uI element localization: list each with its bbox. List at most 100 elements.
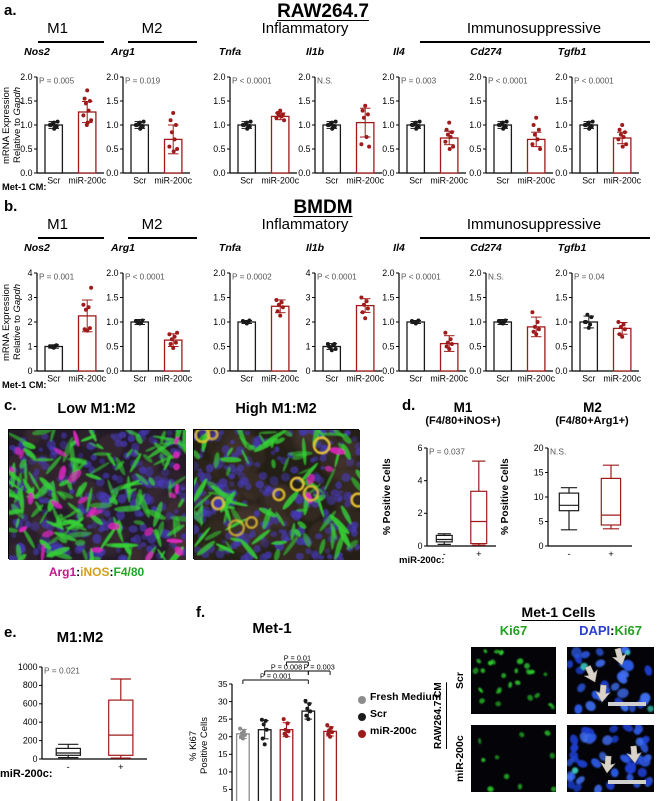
svg-text:15: 15 (534, 467, 544, 477)
svg-text:3: 3 (306, 292, 311, 302)
svg-text:2.0: 2.0 (382, 268, 394, 278)
svg-text:Scr: Scr (47, 176, 60, 186)
svg-text:0: 0 (418, 541, 423, 551)
svg-text:0.5: 0.5 (106, 341, 118, 351)
svg-text:miR-200c: miR-200c (154, 374, 192, 384)
svg-text:N.S.: N.S. (550, 447, 566, 457)
svg-text:1.0: 1.0 (106, 120, 118, 130)
svg-text:-: - (67, 762, 70, 772)
svg-text:P < 0.0001: P < 0.0001 (401, 273, 441, 282)
svg-text:20: 20 (218, 732, 228, 742)
svg-text:0.0: 0.0 (213, 168, 225, 178)
svg-text:P < 0.0001: P < 0.0001 (125, 273, 165, 282)
svg-text:1: 1 (306, 341, 311, 351)
svg-text:Scr: Scr (325, 374, 338, 384)
svg-text:2: 2 (306, 317, 311, 327)
svg-text:+: + (476, 549, 481, 559)
svg-text:1.5: 1.5 (382, 96, 394, 106)
svg-text:Scr: Scr (133, 176, 146, 186)
svg-text:Scr: Scr (409, 176, 422, 186)
svg-text:1.0: 1.0 (469, 317, 481, 327)
svg-text:P = 0.0002: P = 0.0002 (232, 273, 272, 282)
svg-text:Scr: Scr (240, 176, 253, 186)
svg-text:2.0: 2.0 (213, 72, 225, 82)
svg-text:0.0: 0.0 (555, 366, 567, 376)
svg-text:P = 0.01: P = 0.01 (284, 654, 311, 663)
svg-text:0.5: 0.5 (106, 144, 118, 154)
svg-text:400: 400 (23, 717, 38, 727)
svg-text:3: 3 (28, 292, 33, 302)
svg-text:25: 25 (218, 714, 228, 724)
svg-text:+: + (608, 549, 613, 559)
svg-text:P = 0.005: P = 0.005 (39, 77, 75, 86)
svg-text:4: 4 (28, 268, 33, 278)
svg-text:P = 0.037: P = 0.037 (429, 447, 465, 457)
svg-text:0.0: 0.0 (469, 168, 481, 178)
svg-text:6: 6 (418, 443, 423, 453)
svg-text:N.S.: N.S. (317, 77, 333, 86)
svg-text:35: 35 (218, 679, 228, 689)
svg-text:P = 0.001: P = 0.001 (39, 273, 75, 282)
svg-text:1.5: 1.5 (555, 96, 567, 106)
svg-text:1.0: 1.0 (213, 120, 225, 130)
svg-text:0.5: 0.5 (382, 144, 394, 154)
svg-text:0.0: 0.0 (555, 168, 567, 178)
svg-text:2.0: 2.0 (469, 72, 481, 82)
svg-text:Scr: Scr (582, 176, 595, 186)
svg-text:0.0: 0.0 (382, 168, 394, 178)
svg-text:0.5: 0.5 (469, 144, 481, 154)
svg-text:1.5: 1.5 (382, 292, 394, 302)
svg-text:1.5: 1.5 (469, 292, 481, 302)
svg-text:P < 0.0001: P < 0.0001 (317, 273, 357, 282)
svg-text:2: 2 (28, 317, 33, 327)
svg-text:200: 200 (23, 735, 38, 745)
svg-text:0: 0 (539, 541, 544, 551)
svg-text:0.5: 0.5 (555, 341, 567, 351)
svg-text:30: 30 (218, 696, 228, 706)
svg-text:0.0: 0.0 (469, 366, 481, 376)
svg-text:10: 10 (534, 492, 544, 502)
svg-text:1.0: 1.0 (213, 317, 225, 327)
svg-text:1.0: 1.0 (382, 120, 394, 130)
svg-text:miR-200c: miR-200c (154, 176, 192, 186)
svg-text:1.0: 1.0 (469, 120, 481, 130)
svg-text:0: 0 (33, 754, 38, 764)
svg-text:0.5: 0.5 (555, 144, 567, 154)
svg-text:1.0: 1.0 (106, 317, 118, 327)
svg-text:600: 600 (23, 699, 38, 709)
svg-text:0.0: 0.0 (106, 366, 118, 376)
svg-text:P = 0.019: P = 0.019 (125, 77, 161, 86)
svg-text:0.0: 0.0 (213, 366, 225, 376)
svg-text:2.0: 2.0 (382, 72, 394, 82)
svg-text:Scr: Scr (240, 374, 253, 384)
svg-text:15: 15 (218, 749, 228, 759)
svg-text:1.5: 1.5 (106, 292, 118, 302)
svg-text:0.0: 0.0 (298, 168, 310, 178)
svg-text:1.0: 1.0 (555, 317, 567, 327)
svg-text:2.0: 2.0 (555, 72, 567, 82)
svg-text:P < 0.0001: P < 0.0001 (488, 77, 528, 86)
svg-text:1: 1 (28, 341, 33, 351)
svg-text:4: 4 (306, 268, 311, 278)
svg-text:Scr: Scr (496, 176, 509, 186)
svg-text:2.0: 2.0 (469, 268, 481, 278)
svg-text:2.0: 2.0 (106, 268, 118, 278)
svg-text:P = 0.003: P = 0.003 (401, 77, 437, 86)
svg-text:5: 5 (539, 516, 544, 526)
svg-text:20: 20 (534, 443, 544, 453)
svg-text:2.0: 2.0 (298, 72, 310, 82)
svg-text:0.5: 0.5 (382, 341, 394, 351)
svg-text:5: 5 (223, 784, 228, 794)
svg-text:0: 0 (28, 366, 33, 376)
svg-text:2.0: 2.0 (555, 268, 567, 278)
svg-text:2: 2 (418, 508, 423, 518)
svg-text:P = 0.021: P = 0.021 (44, 666, 80, 676)
svg-text:1.0: 1.0 (555, 120, 567, 130)
svg-text:+: + (118, 762, 123, 772)
svg-text:1.0: 1.0 (298, 120, 310, 130)
svg-text:0: 0 (306, 366, 311, 376)
svg-text:0.0: 0.0 (106, 168, 118, 178)
svg-text:2.0: 2.0 (106, 72, 118, 82)
svg-text:1.5: 1.5 (298, 96, 310, 106)
svg-text:0.5: 0.5 (213, 144, 225, 154)
